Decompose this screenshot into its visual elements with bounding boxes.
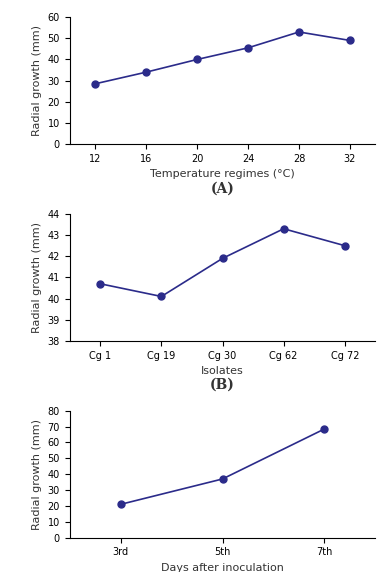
Y-axis label: Radial growth (mm): Radial growth (mm) bbox=[32, 419, 42, 530]
X-axis label: Temperature regimes (°C): Temperature regimes (°C) bbox=[150, 169, 295, 180]
Y-axis label: Radial growth (mm): Radial growth (mm) bbox=[32, 25, 42, 136]
Text: (B): (B) bbox=[210, 378, 235, 392]
Y-axis label: Radial growth (mm): Radial growth (mm) bbox=[32, 222, 42, 333]
Text: (A): (A) bbox=[211, 181, 235, 196]
X-axis label: Isolates: Isolates bbox=[201, 366, 244, 376]
X-axis label: Days after inoculation: Days after inoculation bbox=[161, 563, 284, 572]
